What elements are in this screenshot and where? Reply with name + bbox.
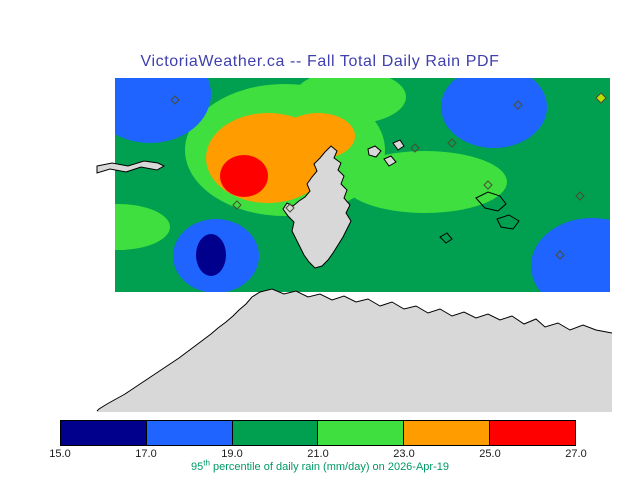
colorbar-tick-label: 17.0 [135, 448, 157, 460]
station-marker-icon [595, 92, 607, 104]
field-southeast-blue-17-19 [531, 218, 610, 292]
page-title: VictoriaWeather.ca -- Fall Total Daily R… [140, 53, 500, 70]
field-northeast-blue-17-19 [441, 78, 547, 148]
islet-3 [392, 139, 405, 151]
field-north-band-21-23 [294, 78, 406, 124]
colorbar-segment-15-17 [61, 421, 146, 445]
colorbar-tick-label: 27.0 [565, 448, 587, 460]
island-outline-3 [439, 232, 453, 244]
colorbar [60, 420, 576, 446]
station-marker-icon [575, 191, 585, 201]
colorbar-tick-label: 25.0 [479, 448, 501, 460]
station-marker-icon [447, 138, 457, 148]
island-outline-1 [475, 191, 507, 212]
station-marker-icon [232, 200, 242, 210]
colorbar-segment-21-23 [317, 421, 404, 445]
field-orange-tail-23-25 [281, 113, 355, 159]
station-marker-icon [170, 95, 180, 105]
colorbar-segment-19-21 [231, 421, 318, 445]
caption: 95th percentile of daily rain (mm/day) o… [0, 458, 640, 473]
field-west-tongue-21-23 [115, 204, 170, 250]
station-markers [170, 92, 607, 260]
station-marker-icon [513, 100, 523, 110]
contour-field [115, 78, 610, 292]
islet-1 [367, 145, 382, 158]
colorbar-ticks: 15.0 17.0 19.0 21.0 23.0 25.0 27.0 [49, 448, 586, 461]
colorbar-tick-label: 15.0 [49, 448, 71, 460]
colorbar-segment-25-27 [489, 421, 575, 445]
caption-base: 95 [191, 461, 204, 473]
islet-2 [383, 155, 397, 167]
station-marker-icon [285, 203, 295, 213]
colorbar-tick-label: 19.0 [221, 448, 243, 460]
station-marker-icon [410, 143, 420, 153]
field-red-core-25-27 [220, 155, 268, 197]
colorbar-segment-23-25 [403, 421, 490, 445]
field-navy-core-15-17 [196, 234, 226, 276]
central-islands-land [282, 145, 352, 269]
colorbar-segment-17-19 [145, 421, 232, 445]
olympic-peninsula-land [97, 289, 612, 412]
colorbar-tick-label: 23.0 [393, 448, 415, 460]
caption-superscript: th [203, 458, 210, 468]
field-strait-band-21-23 [343, 151, 507, 213]
field-northwest-blue-17-19 [115, 78, 211, 143]
station-marker-icon [555, 250, 565, 260]
station-marker-icon [483, 180, 493, 190]
west-coast-sliver [96, 160, 166, 174]
caption-rest: percentile of daily rain (mm/day) on 202… [209, 461, 449, 473]
olympic-peninsula-coastline [96, 288, 613, 412]
island-outline-2 [496, 214, 520, 230]
colorbar-tick-label: 21.0 [307, 448, 329, 460]
